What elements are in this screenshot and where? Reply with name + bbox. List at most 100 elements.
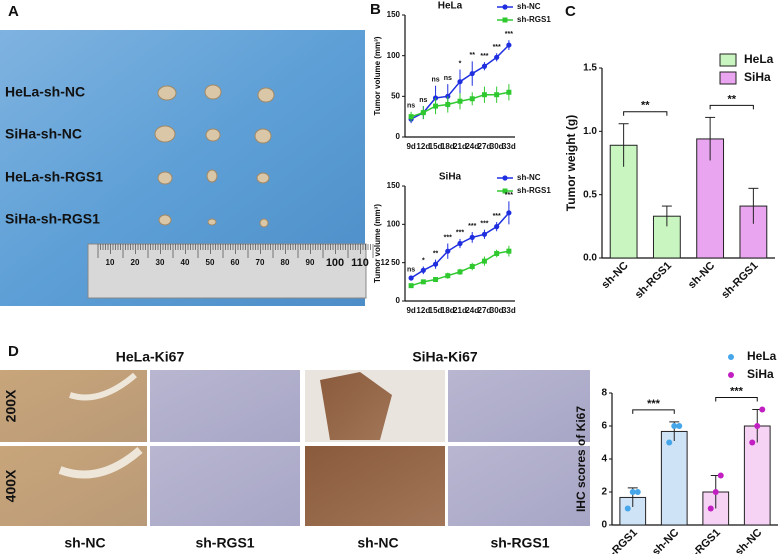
significance-label: *** xyxy=(480,53,488,60)
row-label: 400X xyxy=(3,469,19,502)
y-axis-label: Tumor weight (g) xyxy=(564,115,578,211)
data-point xyxy=(506,42,512,48)
data-point xyxy=(420,110,426,116)
y-tick-label: 150 xyxy=(387,10,401,19)
x-tick-label: 24d xyxy=(465,142,479,151)
x-tick-label: 18d xyxy=(441,142,455,151)
x-tick-label: 33d xyxy=(502,142,516,151)
y-tick-label: 6 xyxy=(601,421,607,432)
data-point xyxy=(506,89,512,95)
y-tick-label: 50 xyxy=(391,258,400,267)
significance-label: *** xyxy=(444,234,452,241)
column-label: sh-NC xyxy=(357,535,398,551)
x-tick-label: 15d xyxy=(429,142,443,151)
y-tick-label: 50 xyxy=(391,91,400,100)
data-point xyxy=(481,258,487,264)
data-point xyxy=(481,92,487,98)
data-point xyxy=(469,96,475,102)
significance-bracket xyxy=(715,397,758,402)
data-point xyxy=(445,101,451,107)
data-point xyxy=(457,79,463,85)
legend-marker xyxy=(719,53,737,67)
data-point xyxy=(749,439,756,446)
data-point xyxy=(754,423,761,429)
x-tick-label: 18d xyxy=(441,306,455,315)
data-point xyxy=(717,472,724,479)
y-tick-label: 150 xyxy=(387,181,401,190)
significance-bracket xyxy=(623,111,668,116)
data-point xyxy=(481,63,488,69)
data-point xyxy=(408,275,414,281)
legend-label: sh-NC xyxy=(517,2,541,11)
data-point xyxy=(481,231,488,237)
x-tick-label: 9d xyxy=(406,306,415,315)
data-point xyxy=(469,70,475,77)
x-tick-label: 30d xyxy=(490,306,504,315)
legend-marker xyxy=(502,17,508,23)
significance-label: ns xyxy=(407,103,415,110)
data-point xyxy=(676,423,683,429)
data-point xyxy=(432,261,439,267)
legend-label: sh-RGS1 xyxy=(517,15,551,24)
legend-label: SiHa xyxy=(747,367,774,381)
data-point xyxy=(759,406,766,413)
ruler-label: 40 xyxy=(181,258,190,267)
x-tick-label: sh-NC xyxy=(650,527,681,554)
significance-label: ns xyxy=(407,267,415,274)
data-point xyxy=(707,505,714,512)
tumors xyxy=(154,84,275,228)
x-tick-label: 24d xyxy=(465,306,479,315)
data-point xyxy=(666,439,673,446)
significance-label: * xyxy=(422,257,425,264)
chart-title: HeLa xyxy=(438,1,463,12)
significance-label: * xyxy=(459,60,462,67)
x-tick-label: 9d xyxy=(406,142,415,151)
x-tick-label: 27d xyxy=(478,142,492,151)
legend-marker xyxy=(502,4,508,10)
data-point xyxy=(408,114,414,120)
column-title: HeLa-Ki67 xyxy=(116,349,185,365)
x-tick-label: 21d xyxy=(453,306,467,315)
legend-marker xyxy=(719,71,737,85)
x-tick-label: 12d xyxy=(416,142,430,151)
significance-label: ** xyxy=(469,52,475,59)
ruler-label: 70 xyxy=(256,258,265,267)
x-tick-label: sh-RGS1 xyxy=(719,260,760,301)
y-tick-label: 4 xyxy=(601,454,607,465)
significance-label: *** xyxy=(480,221,488,228)
significance-label: *** xyxy=(468,223,476,230)
legend-label: SiHa xyxy=(744,70,771,84)
data-point xyxy=(445,248,451,254)
ruler-label: 80 xyxy=(281,258,290,267)
column-label: sh-RGS1 xyxy=(195,535,254,551)
legend-marker xyxy=(502,175,508,181)
significance-bracket xyxy=(632,409,675,414)
x-tick-label: sh-NC xyxy=(599,260,630,291)
data-point xyxy=(457,240,463,247)
significance-label: ** xyxy=(727,93,736,105)
data-point xyxy=(506,210,512,216)
data-point xyxy=(445,273,451,279)
column-label: sh-NC xyxy=(64,535,105,551)
column-label: sh-RGS1 xyxy=(490,535,549,551)
x-tick-label: 30d xyxy=(490,142,504,151)
ruler-label: 60 xyxy=(231,258,240,267)
data-point xyxy=(671,423,678,429)
ruler-label: 100 xyxy=(326,257,344,269)
y-tick-label: 100 xyxy=(387,51,401,60)
data-point xyxy=(457,269,463,275)
data-point xyxy=(494,250,500,256)
ruler-label: 110 xyxy=(351,257,369,269)
x-tick-label: sh-RGS1 xyxy=(682,527,723,554)
data-point xyxy=(494,92,500,98)
legend-label: sh-RGS1 xyxy=(517,186,551,195)
significance-label: ns xyxy=(444,75,452,82)
data-point xyxy=(433,103,439,109)
x-tick-label: sh-NC xyxy=(733,527,764,554)
panel-label: A xyxy=(8,3,19,20)
significance-label: *** xyxy=(493,44,501,51)
y-tick-label: 1.0 xyxy=(583,126,597,137)
data-point xyxy=(469,264,475,269)
y-tick-label: 0.5 xyxy=(583,189,597,200)
y-tick-label: 0 xyxy=(396,132,401,141)
